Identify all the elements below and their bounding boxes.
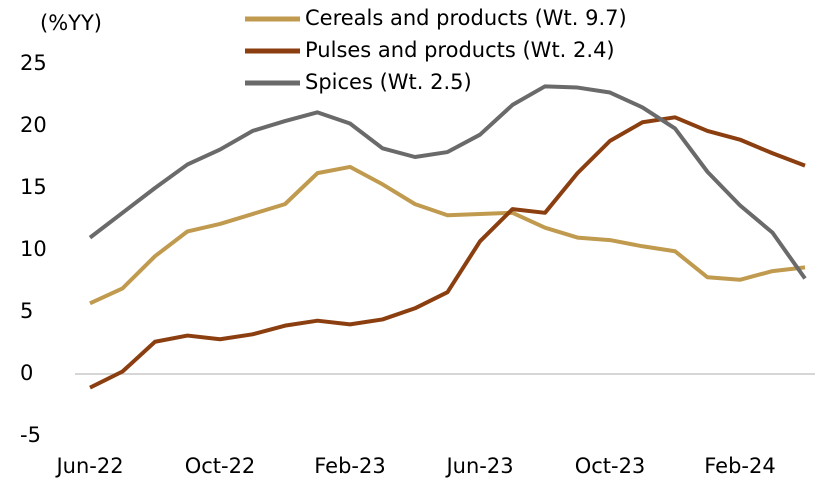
y-tick-label: 20 bbox=[20, 113, 47, 137]
y-tick-label: 0 bbox=[20, 361, 33, 385]
y-tick-label: 15 bbox=[20, 175, 47, 199]
x-tick-label: Jun-23 bbox=[444, 454, 513, 478]
y-axis-label: (%YY) bbox=[40, 11, 102, 35]
legend-label: Spices (Wt. 2.5) bbox=[305, 70, 472, 94]
line-series bbox=[89, 115, 806, 390]
y-tick-label: 10 bbox=[20, 237, 47, 261]
line-series bbox=[89, 164, 806, 306]
x-tick-label: Jun-22 bbox=[54, 454, 123, 478]
legend-label: Cereals and products (Wt. 9.7) bbox=[305, 6, 627, 30]
legend-label: Pulses and products (Wt. 2.4) bbox=[305, 38, 615, 62]
x-tick-label: Oct-23 bbox=[575, 454, 646, 478]
y-tick-label: -5 bbox=[20, 423, 41, 447]
x-tick-label: Feb-24 bbox=[704, 454, 775, 478]
x-tick-label: Feb-23 bbox=[314, 454, 385, 478]
line-series bbox=[88, 84, 807, 280]
y-tick-label: 25 bbox=[20, 51, 47, 75]
y-tick-label: 5 bbox=[20, 299, 33, 323]
x-tick-label: Oct-22 bbox=[185, 454, 256, 478]
